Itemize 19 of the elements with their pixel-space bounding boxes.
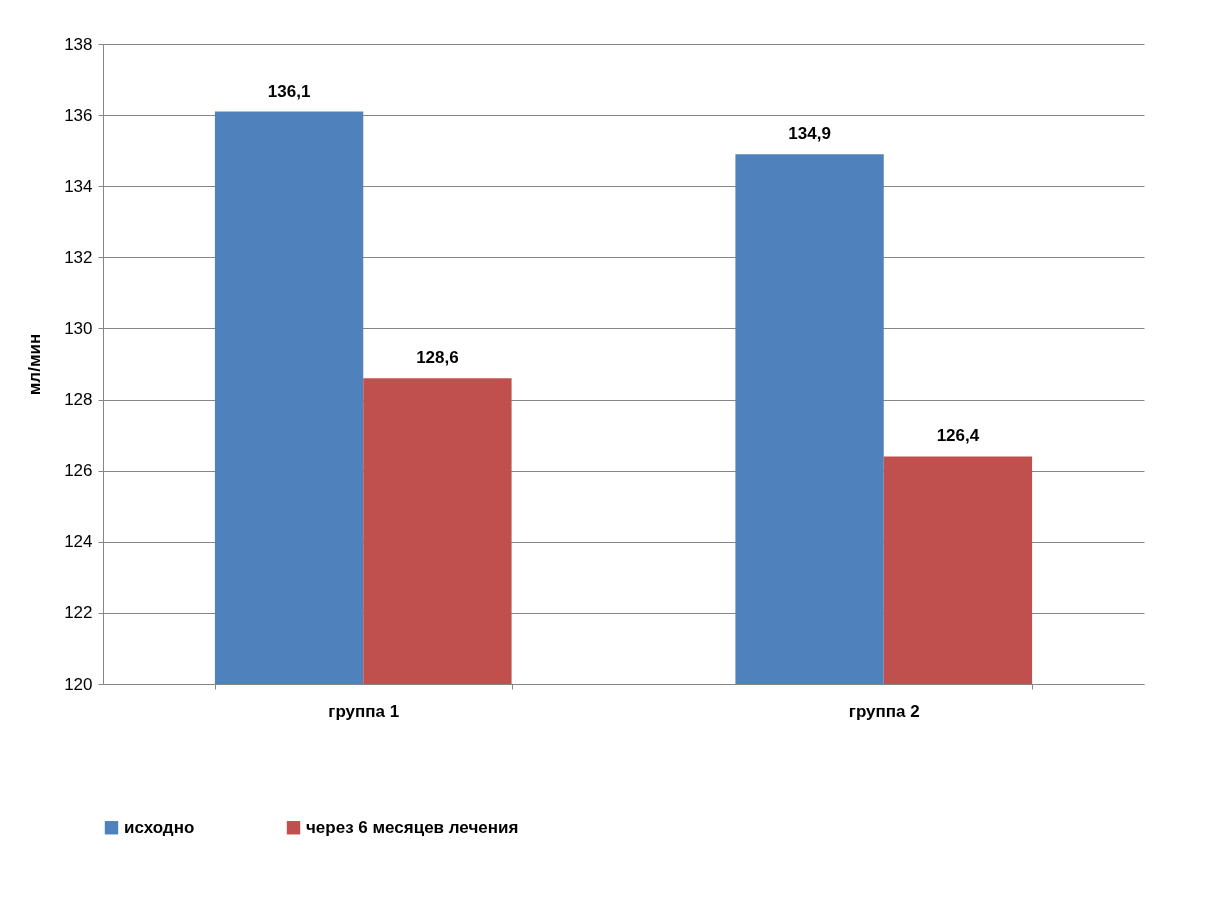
x-tick-label: группа 1 (328, 701, 400, 721)
y-tick-label: 128 (64, 390, 93, 410)
data-label: 134,9 (788, 124, 831, 144)
data-label: 128,6 (416, 348, 459, 368)
y-tick-label: 134 (64, 176, 93, 196)
y-tick-label: 136 (64, 105, 93, 125)
y-tick-label: 130 (64, 318, 93, 338)
y-tick-label: 122 (64, 603, 93, 623)
y-tick-label: 138 (64, 34, 93, 54)
y-tick-label: 124 (64, 532, 93, 552)
y-tick-label: 120 (64, 674, 93, 694)
y-tick-label: 126 (64, 461, 93, 481)
legend-label: через 6 месяцев лечения (306, 817, 519, 837)
data-label: 126,4 (936, 426, 980, 446)
x-tick-label: группа 2 (848, 701, 920, 721)
y-tick-label: 132 (64, 247, 93, 267)
y-axis-title: мл/мин (25, 333, 45, 396)
legend-label: исходно (124, 817, 195, 837)
data-label: 136,1 (267, 81, 311, 101)
